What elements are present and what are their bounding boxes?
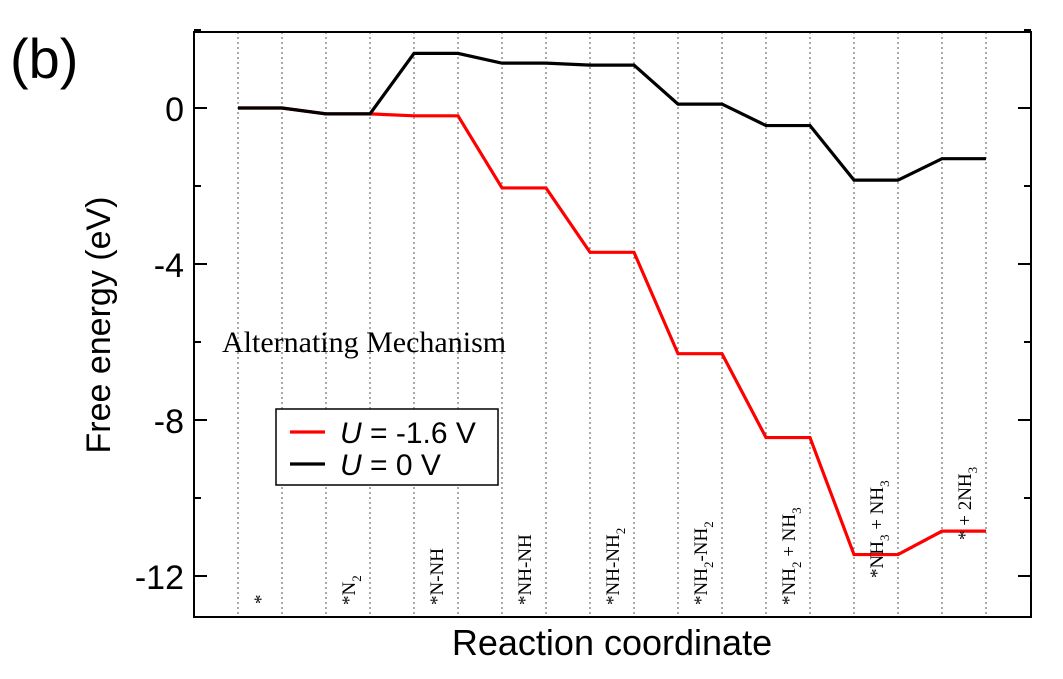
- state-label-8: * + 2NH3: [955, 467, 980, 540]
- y-axis-label: Free energy (eV): [80, 197, 118, 454]
- x-axis-label: Reaction coordinate: [452, 622, 772, 663]
- legend-box: [275, 408, 499, 486]
- y-axis-ticks: 0 -4 -8 -12: [135, 29, 1031, 597]
- state-label-7: *NH3 + NH3: [867, 480, 892, 578]
- state-label-6: *NH2 + NH3: [779, 507, 804, 605]
- panel-label: (b): [10, 27, 78, 90]
- mechanism-annotation: Alternating Mechanism: [222, 326, 506, 359]
- state-labels: * *N2 *N-NH *NH-NH *NH-NH2 *NH2-NH2 *NH2 + NH3…: [251, 467, 980, 605]
- y-tick-label-1: -4: [154, 247, 184, 285]
- state-label-3: *NH-NH: [515, 534, 536, 605]
- state-label-0: *: [251, 595, 272, 605]
- series-line-1: [238, 51, 986, 182]
- state-label-2: *N-NH: [427, 548, 448, 605]
- plot-frame: [193, 31, 1032, 618]
- legend-label-1: U = 0 V: [340, 449, 441, 482]
- y-tick-label-3: -12: [135, 559, 184, 597]
- state-label-1: *N2: [339, 575, 364, 605]
- state-label-5: *NH2-NH2: [691, 521, 716, 605]
- legend-label-0: U = -1.6 V: [340, 417, 476, 450]
- series-lines: [238, 51, 986, 557]
- y-tick-label-0: 0: [165, 91, 184, 129]
- legend: U = -1.6 VU = 0 V: [275, 408, 499, 486]
- y-tick-label-2: -8: [154, 403, 184, 441]
- state-label-4: *NH-NH2: [603, 528, 628, 605]
